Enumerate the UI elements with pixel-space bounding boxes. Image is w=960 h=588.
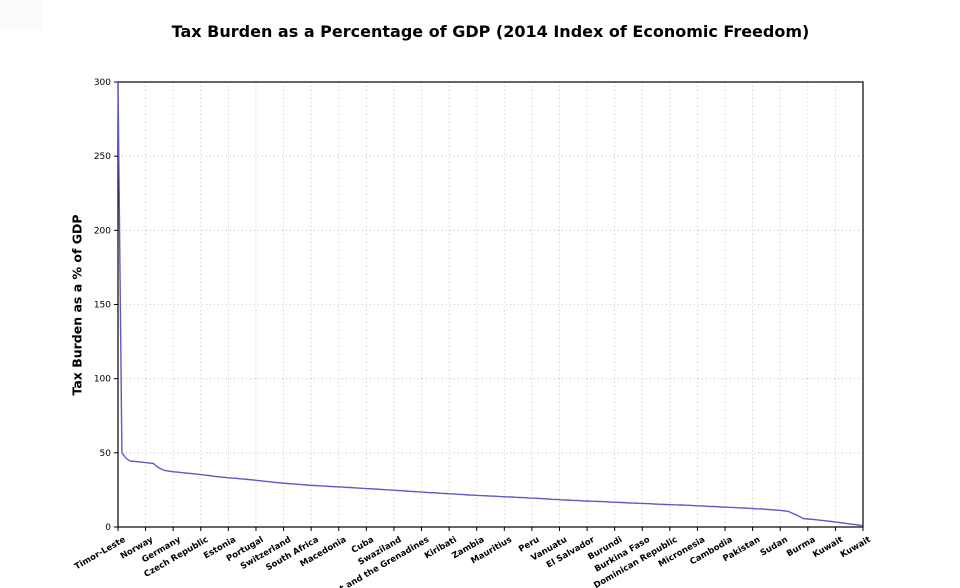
y-tick-label: 300	[94, 78, 111, 88]
y-tick-label: 50	[100, 449, 112, 459]
x-tick-label: Kuwait	[811, 535, 845, 560]
corner-artifact	[0, 0, 42, 30]
x-tick-label: Sudan	[759, 535, 790, 559]
tax-burden-line	[117, 81, 864, 527]
y-tick-label: 250	[94, 152, 111, 162]
y-tick-label: 200	[94, 226, 111, 236]
y-tick-label: 100	[94, 375, 111, 385]
chart-title: Tax Burden as a Percentage of GDP (2014 …	[171, 22, 810, 41]
y-tick-label: 150	[94, 301, 111, 311]
x-tick-label: Kuwait	[839, 535, 873, 560]
y-tick-label: 0	[105, 523, 111, 533]
